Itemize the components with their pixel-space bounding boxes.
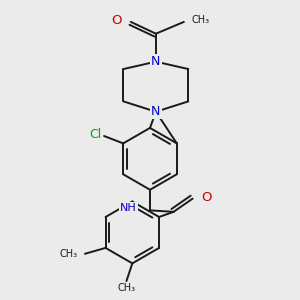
- Text: CH₃: CH₃: [191, 15, 209, 26]
- Text: Cl: Cl: [89, 128, 101, 141]
- Text: N: N: [151, 105, 160, 118]
- Text: N: N: [151, 55, 160, 68]
- Text: CH₃: CH₃: [59, 249, 78, 259]
- Text: CH₃: CH₃: [117, 284, 136, 293]
- Text: O: O: [202, 190, 212, 204]
- Text: O: O: [112, 14, 122, 27]
- Text: NH: NH: [120, 203, 137, 213]
